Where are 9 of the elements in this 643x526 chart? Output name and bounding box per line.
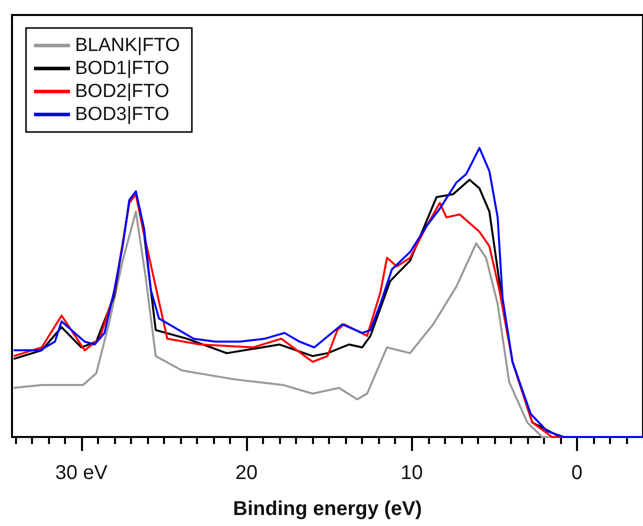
x-tick-label: 10 — [400, 462, 423, 484]
legend-label: BOD1|FTO — [75, 58, 170, 79]
legend-label: BOD2|FTO — [75, 81, 170, 102]
x-tick-label: 30 eV — [55, 462, 108, 484]
x-tick-label: 20 — [235, 462, 258, 484]
x-tick-label: 0 — [571, 462, 582, 484]
legend-label: BOD3|FTO — [75, 104, 170, 125]
x-axis-title: Binding energy (eV) — [233, 498, 422, 520]
legend-label: BLANK|FTO — [75, 35, 180, 56]
